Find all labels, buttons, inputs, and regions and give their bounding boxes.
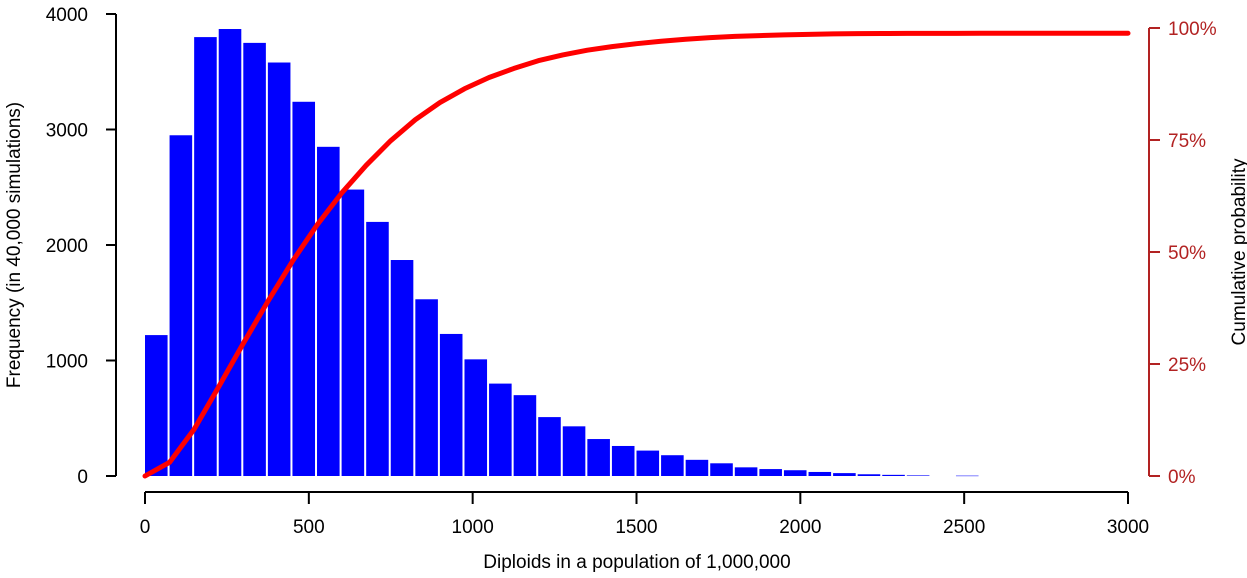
histogram-bar: [292, 101, 316, 476]
y-tick-label: 0: [77, 467, 88, 488]
histogram-bar: [906, 475, 930, 476]
y-tick-label: 3000: [46, 121, 88, 142]
histogram-bar: [833, 473, 856, 476]
histogram-bar: [857, 474, 881, 476]
y-axis-title: Frequency (in 40,000 simulations): [4, 102, 25, 388]
left-y-axis: 0 1000 2000 3000 4000: [46, 5, 117, 488]
histogram-bar: [366, 221, 389, 476]
cumulative-curve: [142, 30, 1131, 479]
y-tick-label: 1000: [46, 352, 88, 373]
histogram-bar: [390, 260, 414, 476]
x-tick-label: 2500: [943, 517, 985, 538]
histogram-bar: [538, 417, 561, 476]
y2-tick-label: 50%: [1168, 243, 1206, 264]
histogram-bar: [955, 475, 979, 477]
histogram-bar: [169, 135, 193, 476]
histogram-bar: [317, 146, 340, 476]
histogram-bar: [439, 333, 463, 476]
y-tick-label: 2000: [46, 236, 88, 257]
x-axis: 0 500 1000 1500 2000 2500 3000: [140, 491, 1149, 538]
histogram-bar: [415, 299, 438, 476]
histogram-bar: [218, 29, 242, 476]
x-tick-label: 1500: [615, 517, 657, 538]
histogram-bar: [734, 467, 758, 476]
y-tick-label: 4000: [46, 5, 88, 26]
histogram-bar: [759, 469, 782, 476]
cumulative-probability-line: [142, 30, 1131, 479]
histogram-bar: [783, 470, 807, 476]
x-tick-label: 3000: [1107, 517, 1149, 538]
x-tick-label: 2000: [779, 517, 821, 538]
right-y-axis: 0% 25% 50% 75% 100%: [1148, 19, 1217, 488]
x-tick-label: 1000: [452, 517, 494, 538]
y2-tick-label: 25%: [1168, 355, 1206, 376]
histogram-bar: [661, 455, 684, 476]
histogram-bar: [808, 471, 832, 476]
y2-tick-label: 0%: [1168, 467, 1196, 488]
x-axis-title: Diploids in a population of 1,000,000: [483, 552, 790, 573]
histogram-bar: [464, 359, 488, 476]
histogram-bar: [145, 335, 168, 476]
x-tick-label: 500: [293, 517, 325, 538]
histogram-bar: [636, 450, 660, 476]
histogram-bar: [489, 383, 512, 476]
histogram-bars: [145, 29, 979, 477]
histogram-bar: [194, 37, 217, 476]
histogram-bar: [882, 474, 905, 476]
histogram-bar: [685, 459, 709, 476]
histogram-bar: [587, 439, 610, 476]
histogram-bar: [562, 426, 586, 476]
y2-tick-label: 75%: [1168, 131, 1206, 152]
histogram-bar: [513, 395, 537, 476]
histogram-bar: [267, 62, 291, 476]
histogram-bar: [243, 42, 266, 477]
x-tick-label: 0: [140, 517, 151, 538]
y2-tick-label: 100%: [1168, 19, 1217, 40]
histogram-bar: [341, 189, 365, 476]
histogram-bar: [710, 463, 733, 476]
y2-axis-title: Cumulative probability: [1229, 158, 1247, 345]
histogram-bar: [611, 445, 635, 476]
